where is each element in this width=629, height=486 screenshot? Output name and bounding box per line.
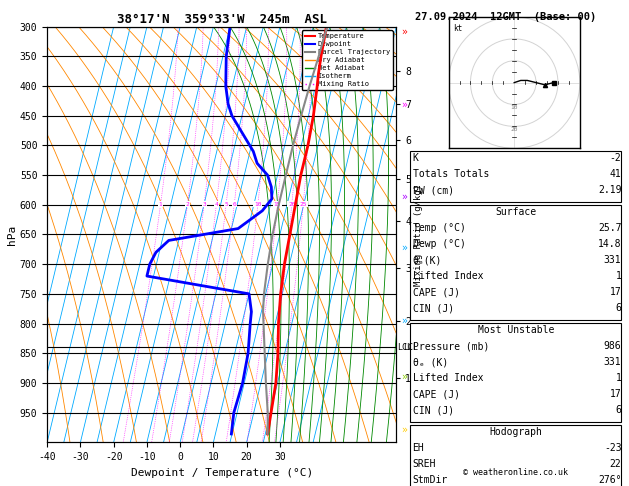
Text: 3: 3 bbox=[203, 202, 206, 207]
Text: 17: 17 bbox=[610, 389, 621, 399]
Text: 6: 6 bbox=[233, 202, 236, 207]
Text: 986: 986 bbox=[604, 341, 621, 351]
Text: 22: 22 bbox=[610, 459, 621, 469]
Text: 6: 6 bbox=[616, 405, 621, 416]
Text: Dewp (°C): Dewp (°C) bbox=[413, 239, 465, 249]
Text: 25: 25 bbox=[299, 202, 307, 207]
Text: »: » bbox=[401, 192, 407, 202]
Text: CAPE (J): CAPE (J) bbox=[413, 389, 460, 399]
Text: »: » bbox=[401, 27, 407, 36]
Y-axis label: hPa: hPa bbox=[7, 225, 17, 244]
X-axis label: Dewpoint / Temperature (°C): Dewpoint / Temperature (°C) bbox=[131, 468, 313, 478]
Text: 1: 1 bbox=[159, 202, 162, 207]
Text: 331: 331 bbox=[604, 255, 621, 265]
Text: 4: 4 bbox=[214, 202, 218, 207]
Text: 27.09.2024  12GMT  (Base: 00): 27.09.2024 12GMT (Base: 00) bbox=[415, 12, 596, 22]
Text: 17: 17 bbox=[610, 287, 621, 297]
Text: 2: 2 bbox=[186, 202, 189, 207]
Text: Temp (°C): Temp (°C) bbox=[413, 223, 465, 233]
Text: 15: 15 bbox=[274, 202, 281, 207]
Text: LCL: LCL bbox=[398, 343, 412, 352]
Legend: Temperature, Dewpoint, Parcel Trajectory, Dry Adiabat, Wet Adiabat, Isotherm, Mi: Temperature, Dewpoint, Parcel Trajectory… bbox=[302, 30, 392, 90]
Text: 20: 20 bbox=[511, 127, 518, 132]
Text: »: » bbox=[401, 100, 407, 109]
Text: © weatheronline.co.uk: © weatheronline.co.uk bbox=[464, 468, 568, 477]
Text: EH: EH bbox=[413, 443, 425, 453]
Text: 25.7: 25.7 bbox=[598, 223, 621, 233]
Text: 1: 1 bbox=[616, 271, 621, 281]
Text: Totals Totals: Totals Totals bbox=[413, 169, 489, 179]
Text: 6: 6 bbox=[616, 303, 621, 313]
Text: CIN (J): CIN (J) bbox=[413, 303, 454, 313]
Y-axis label: Mixing Ratio (g/kg): Mixing Ratio (g/kg) bbox=[414, 183, 423, 286]
Text: 1: 1 bbox=[616, 373, 621, 383]
Text: PW (cm): PW (cm) bbox=[413, 185, 454, 195]
Text: 2.19: 2.19 bbox=[598, 185, 621, 195]
Text: 10: 10 bbox=[254, 202, 262, 207]
Text: θₑ(K): θₑ(K) bbox=[413, 255, 442, 265]
Text: θₑ (K): θₑ (K) bbox=[413, 357, 448, 367]
Text: Pressure (mb): Pressure (mb) bbox=[413, 341, 489, 351]
Text: 41: 41 bbox=[610, 169, 621, 179]
Text: K: K bbox=[413, 153, 418, 163]
Text: CIN (J): CIN (J) bbox=[413, 405, 454, 416]
Text: LCL: LCL bbox=[403, 343, 418, 352]
Text: »: » bbox=[401, 372, 407, 382]
Text: 5: 5 bbox=[225, 202, 228, 207]
Text: 14.8: 14.8 bbox=[598, 239, 621, 249]
Title: 38°17'N  359°33'W  245m  ASL: 38°17'N 359°33'W 245m ASL bbox=[117, 13, 326, 26]
Text: -2: -2 bbox=[610, 153, 621, 163]
Text: Surface: Surface bbox=[495, 207, 537, 217]
Text: Most Unstable: Most Unstable bbox=[477, 325, 554, 335]
Text: Lifted Index: Lifted Index bbox=[413, 271, 483, 281]
Text: Lifted Index: Lifted Index bbox=[413, 373, 483, 383]
Text: StmDir: StmDir bbox=[413, 475, 448, 486]
Text: 276°: 276° bbox=[598, 475, 621, 486]
Text: Hodograph: Hodograph bbox=[489, 427, 542, 437]
Text: CAPE (J): CAPE (J) bbox=[413, 287, 460, 297]
Text: 20: 20 bbox=[288, 202, 296, 207]
Text: »: » bbox=[401, 243, 407, 253]
Text: kt: kt bbox=[453, 23, 462, 33]
Text: »: » bbox=[401, 316, 407, 326]
Text: 10: 10 bbox=[511, 105, 518, 110]
Text: »: » bbox=[401, 425, 407, 435]
Text: 331: 331 bbox=[604, 357, 621, 367]
Text: 30: 30 bbox=[511, 149, 518, 154]
Text: SREH: SREH bbox=[413, 459, 436, 469]
Text: -23: -23 bbox=[604, 443, 621, 453]
